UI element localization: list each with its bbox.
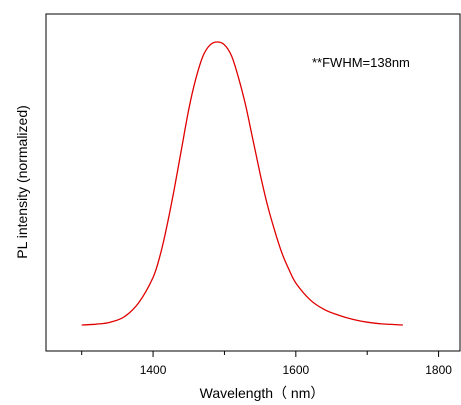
x-tick-label: 1800 bbox=[425, 363, 452, 377]
x-tick-label: 1600 bbox=[282, 363, 309, 377]
y-axis-label: PL intensity (normalized) bbox=[14, 105, 30, 259]
fwhm-annotation: **FWHM=138nm bbox=[312, 55, 410, 70]
plot-frame bbox=[45, 13, 461, 352]
x-axis-ticks: 1400 1600 1800 bbox=[81, 351, 452, 377]
x-axis-label: Wavelength（ nm） bbox=[200, 385, 325, 401]
x-tick-label: 1400 bbox=[140, 363, 167, 377]
pl-curve bbox=[81, 41, 403, 326]
